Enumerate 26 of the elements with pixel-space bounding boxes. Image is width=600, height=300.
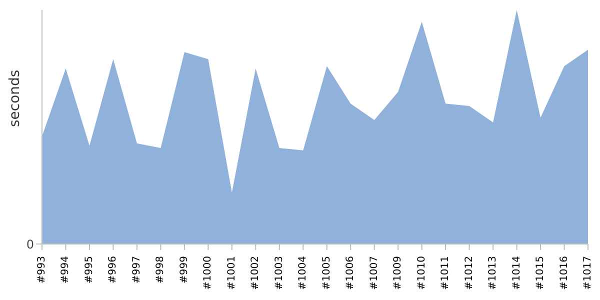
x-tick-label: #1017 — [582, 256, 594, 290]
x-tick-label: #1000 — [202, 256, 214, 290]
x-tick-label: #1007 — [368, 256, 380, 290]
x-tick-label: #1014 — [511, 256, 522, 290]
x-tick-label: #1010 — [416, 256, 428, 290]
text: 0 — [26, 237, 34, 252]
x-tick-label: #998 — [155, 256, 166, 284]
x-tick-label: #1002 — [250, 256, 262, 290]
x-tick-label: #1016 — [558, 256, 570, 290]
x-tick-label: #1012 — [464, 256, 475, 290]
x-tick-label: #1009 — [392, 256, 404, 290]
x-tick-label: #1013 — [488, 256, 499, 290]
y-axis-title: seconds — [6, 70, 23, 127]
x-tick-label: #997 — [131, 256, 142, 284]
x-tick-label: #993 — [36, 256, 48, 284]
x-tick-label: #999 — [178, 256, 190, 284]
x-tick-label: #1015 — [535, 256, 546, 290]
x-tick-label: #1001 — [226, 256, 238, 290]
x-tick-label: #996 — [108, 256, 119, 284]
x-tick-label: #1006 — [345, 256, 356, 290]
x-tick-label: #1004 — [298, 256, 309, 290]
x-tick-label: #994 — [60, 256, 72, 284]
x-tick-label: #1011 — [440, 256, 452, 290]
x-tick-label: #1005 — [321, 256, 332, 290]
x-tick-label: #995 — [84, 256, 95, 284]
x-tick-label: #1003 — [274, 256, 285, 290]
